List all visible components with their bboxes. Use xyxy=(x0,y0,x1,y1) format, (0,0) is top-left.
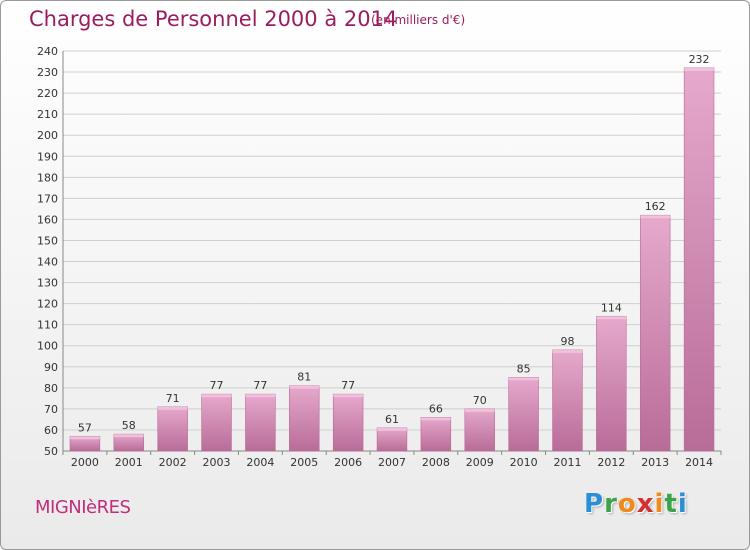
x-tick-label: 2007 xyxy=(378,456,406,469)
bar-highlight xyxy=(245,394,276,398)
data-label: 57 xyxy=(78,421,92,434)
logo-letter: P xyxy=(584,489,605,519)
y-tick-label: 160 xyxy=(37,213,58,226)
x-tick-label: 2001 xyxy=(115,456,143,469)
y-tick-label: 50 xyxy=(44,445,58,458)
bar-highlight xyxy=(552,349,583,353)
x-tick-label: 2006 xyxy=(334,456,362,469)
bars: 57 58 71 77 77 81 77 61 66 70 85 98 114 162 232 xyxy=(69,53,715,452)
bar xyxy=(201,393,232,452)
x-tick-label: 2008 xyxy=(422,456,450,469)
data-label: 114 xyxy=(601,301,622,314)
bar-highlight xyxy=(157,406,188,410)
bar xyxy=(420,417,452,452)
x-tick-label: 2012 xyxy=(597,456,625,469)
x-tick-label: 2013 xyxy=(641,456,669,469)
bar xyxy=(639,214,671,452)
data-label: 70 xyxy=(473,394,487,407)
logo-letter: i xyxy=(654,489,665,519)
y-tick-label: 220 xyxy=(37,87,58,100)
logo-letter: x xyxy=(636,489,655,519)
data-label: 71 xyxy=(166,392,180,405)
y-tick-label: 190 xyxy=(37,150,58,163)
y-tick-label: 130 xyxy=(37,277,58,290)
data-label: 61 xyxy=(385,413,399,426)
chart-title: Charges de Personnel 2000 à 2014 xyxy=(29,7,398,31)
x-tick-label: 2005 xyxy=(290,456,318,469)
bar-highlight xyxy=(640,215,671,219)
bar xyxy=(552,349,583,452)
bar xyxy=(289,385,320,452)
y-tick-label: 100 xyxy=(37,340,58,353)
x-tick-label: 2010 xyxy=(510,456,538,469)
data-label: 77 xyxy=(210,379,224,392)
bar-highlight xyxy=(289,385,320,389)
bar-highlight xyxy=(420,417,451,421)
y-tick-label: 90 xyxy=(44,361,58,374)
y-tick-label: 70 xyxy=(44,403,58,416)
y-tick-label: 140 xyxy=(37,256,58,269)
logo-letter: r xyxy=(604,489,618,519)
bar-highlight xyxy=(377,427,407,431)
bar-highlight xyxy=(70,436,100,440)
bar-highlight xyxy=(113,434,144,438)
x-tick-label: 2000 xyxy=(71,456,99,469)
bar xyxy=(376,427,408,452)
bar xyxy=(508,377,539,452)
bar-highlight xyxy=(596,316,627,320)
chart-subtitle: (en milliers d'€) xyxy=(371,13,466,27)
data-label: 81 xyxy=(297,371,311,384)
y-tick-label: 150 xyxy=(37,234,58,247)
bar-highlight xyxy=(464,408,495,412)
y-tick-label: 170 xyxy=(37,192,58,205)
bar xyxy=(157,406,188,452)
data-label: 232 xyxy=(689,53,710,66)
y-tick-label: 240 xyxy=(37,45,58,58)
data-label: 98 xyxy=(560,335,574,348)
bar xyxy=(596,315,627,452)
bar xyxy=(332,393,364,452)
proxiti-logo: Proxiti xyxy=(584,489,688,519)
x-tick-label: 2009 xyxy=(466,456,494,469)
data-label: 162 xyxy=(645,200,666,213)
bar-highlight xyxy=(684,67,714,71)
y-tick-label: 200 xyxy=(37,129,58,142)
bar-highlight xyxy=(333,394,364,398)
bar xyxy=(464,408,495,452)
x-tick-label: 2004 xyxy=(246,456,274,469)
logo-letter: t xyxy=(664,489,678,519)
data-label: 85 xyxy=(517,362,531,375)
x-tick-label: 2003 xyxy=(203,456,231,469)
y-tick-label: 180 xyxy=(37,171,58,184)
commune-name: MIGNIèRES xyxy=(35,497,131,518)
y-tick-label: 120 xyxy=(37,298,58,311)
y-tick-label: 80 xyxy=(44,382,58,395)
x-tick-label: 2002 xyxy=(159,456,187,469)
bar-highlight xyxy=(201,394,232,398)
y-tick-label: 210 xyxy=(37,108,58,121)
data-label: 77 xyxy=(253,379,267,392)
data-label: 58 xyxy=(122,419,136,432)
logo-letter: o xyxy=(617,489,637,519)
y-tick-label: 60 xyxy=(44,424,58,437)
x-tick-label: 2014 xyxy=(685,456,713,469)
bar-highlight xyxy=(508,377,539,381)
bar xyxy=(245,393,276,452)
x-axis: 2000 2001 2002 2003 2004 2005 2006 2007 2008 2009… xyxy=(62,451,722,469)
bar xyxy=(683,67,715,452)
data-label: 66 xyxy=(429,402,443,415)
logo-letter: i xyxy=(677,489,688,519)
y-tick-label: 230 xyxy=(37,66,58,79)
x-tick-label: 2011 xyxy=(553,456,581,469)
data-label: 77 xyxy=(341,379,355,392)
y-tick-label: 110 xyxy=(37,319,58,332)
